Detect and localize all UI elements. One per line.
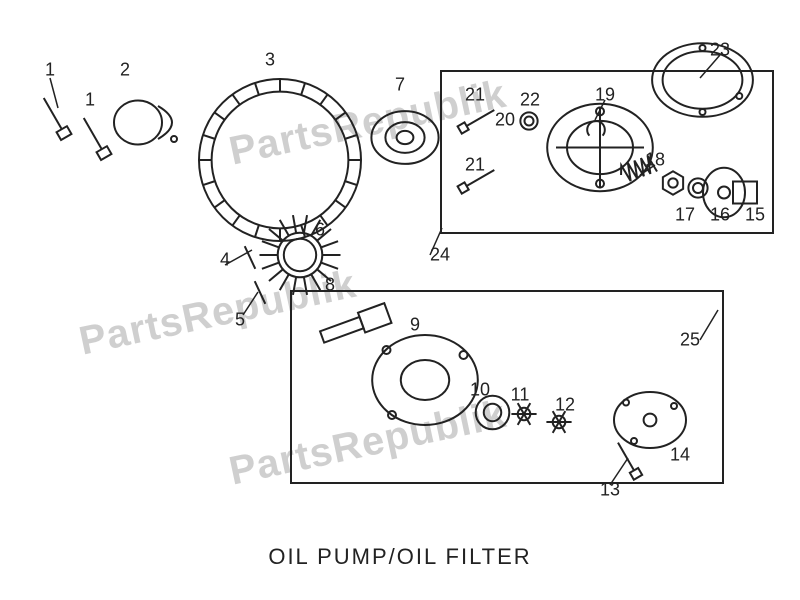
callout-19: 19 — [595, 85, 615, 106]
bearing-7 — [370, 110, 440, 165]
callout-21: 21 — [465, 85, 485, 106]
callout-11: 11 — [511, 385, 530, 406]
callout-20: 20 — [495, 110, 515, 131]
callout-7: 7 — [395, 75, 405, 96]
callout-23: 23 — [710, 40, 730, 61]
callout-24: 24 — [430, 245, 450, 266]
diagram-title: OIL PUMP/OIL FILTER — [268, 544, 531, 570]
callout-25: 25 — [680, 330, 700, 351]
gasket-23 — [650, 40, 755, 120]
callout-22: 22 — [520, 90, 540, 111]
callout-12: 12 — [555, 395, 575, 416]
tensioner-2 — [110, 95, 190, 150]
callout-1: 1 — [85, 90, 95, 111]
bolt-1b — [75, 113, 115, 162]
callout-21: 21 — [465, 155, 485, 176]
washer-22 — [520, 112, 538, 130]
callout-18: 18 — [645, 150, 665, 171]
bolt-1a — [35, 93, 75, 142]
rotor-20 — [545, 100, 655, 195]
callout-3: 3 — [265, 50, 275, 71]
callout-13: 13 — [600, 480, 620, 501]
callout-5: 5 — [235, 310, 245, 331]
washer-16 — [688, 178, 708, 198]
nut-17 — [660, 170, 686, 196]
callout-14: 14 — [670, 445, 690, 466]
rotor-housing-9 — [370, 330, 480, 430]
callout-4: 4 — [220, 250, 230, 271]
callout-6: 6 — [315, 220, 325, 241]
callout-2: 2 — [120, 60, 130, 81]
callout-17: 17 — [675, 205, 695, 226]
callout-9: 9 — [410, 315, 420, 336]
callout-8: 8 — [325, 275, 335, 296]
callout-10: 10 — [470, 380, 490, 401]
callout-15: 15 — [745, 205, 765, 226]
diagram-canvas: PartsRepublikPartsRepublikPartsRepublik … — [0, 0, 800, 600]
callout-1: 1 — [45, 60, 55, 81]
callout-16: 16 — [710, 205, 730, 226]
